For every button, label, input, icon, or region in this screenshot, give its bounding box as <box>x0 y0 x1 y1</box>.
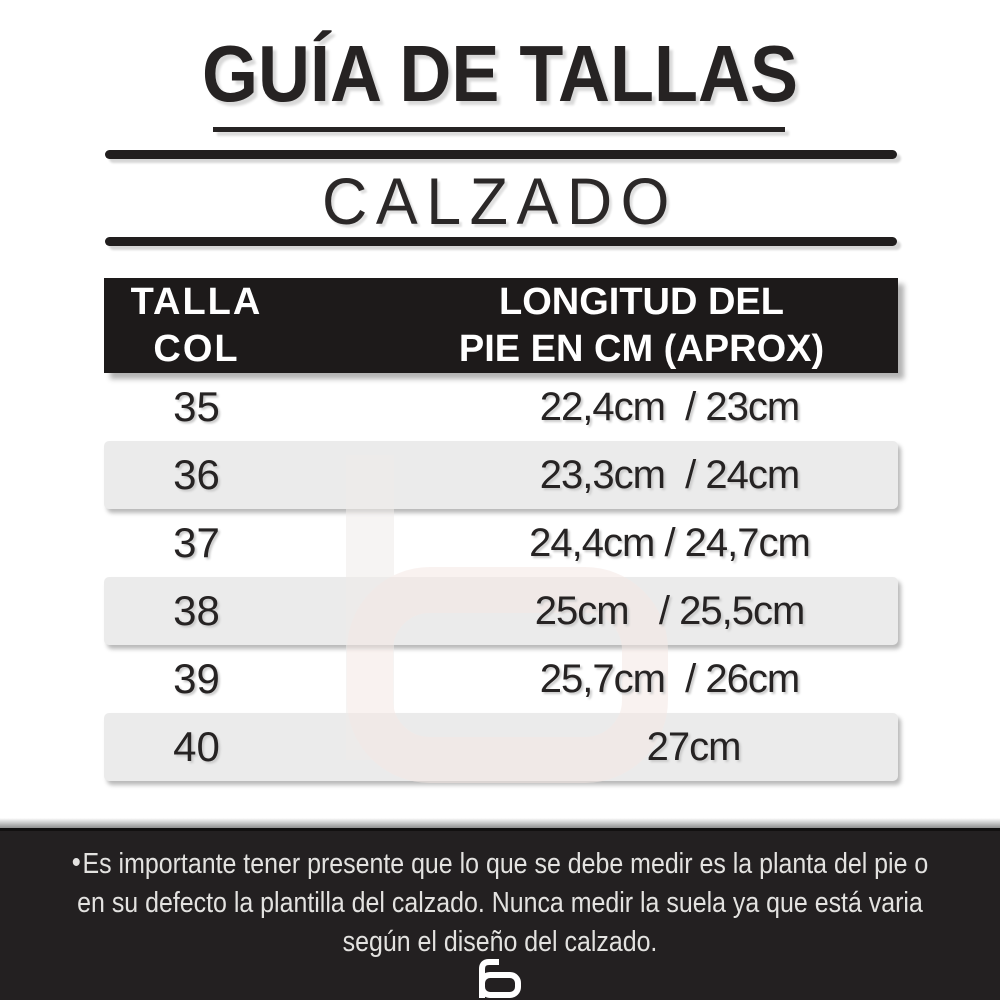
length-value: 25cm / 25,5cm <box>534 588 806 633</box>
brand-logo-icon <box>479 959 521 998</box>
table-row: 40 27cm <box>104 713 898 781</box>
size-table: TALLA COL LONGITUD DEL PIE EN CM (APROX)… <box>104 278 898 781</box>
column-header-size: TALLA COL <box>130 281 263 370</box>
measurement-note: •Es importante tener presente que lo que… <box>71 846 929 958</box>
divider-line-top <box>105 150 897 159</box>
table-row: 39 25,7cm / 26cm <box>104 645 898 713</box>
size-value: 39 <box>173 655 220 702</box>
length-value: 22,4cm / 23cm <box>539 384 800 429</box>
table-row: 36 23,3cm / 24cm <box>104 441 898 509</box>
length-value: 23,3cm / 24cm <box>539 452 800 497</box>
size-value: 38 <box>173 587 220 634</box>
page-title: GUÍA DE TALLAS <box>202 29 798 118</box>
column-header-length: LONGITUD DEL PIE EN CM (APROX) <box>458 281 825 370</box>
length-value: 27cm <box>646 724 742 769</box>
size-value: 40 <box>173 723 220 770</box>
size-value: 37 <box>173 519 220 566</box>
table-body: 35 22,4cm / 23cm 36 23,3cm / 24cm 37 24,… <box>104 373 898 781</box>
footer-top-shadow <box>0 818 1000 828</box>
size-value: 35 <box>173 383 220 430</box>
footer-note-bar: •Es importante tener presente que lo que… <box>0 828 1000 1000</box>
length-value: 24,4cm / 24,7cm <box>529 520 811 565</box>
category-title: CALZADO <box>321 164 678 238</box>
table-row: 37 24,4cm / 24,7cm <box>104 509 898 577</box>
length-value: 25,7cm / 26cm <box>539 656 800 701</box>
table-header: TALLA COL LONGITUD DEL PIE EN CM (APROX) <box>104 278 898 373</box>
bullet-icon: • <box>71 846 81 879</box>
table-row: 38 25cm / 25,5cm <box>104 577 898 645</box>
size-value: 36 <box>173 451 220 498</box>
title-underline <box>213 127 785 132</box>
divider-line-bottom <box>105 237 897 246</box>
table-row: 35 22,4cm / 23cm <box>104 373 898 441</box>
